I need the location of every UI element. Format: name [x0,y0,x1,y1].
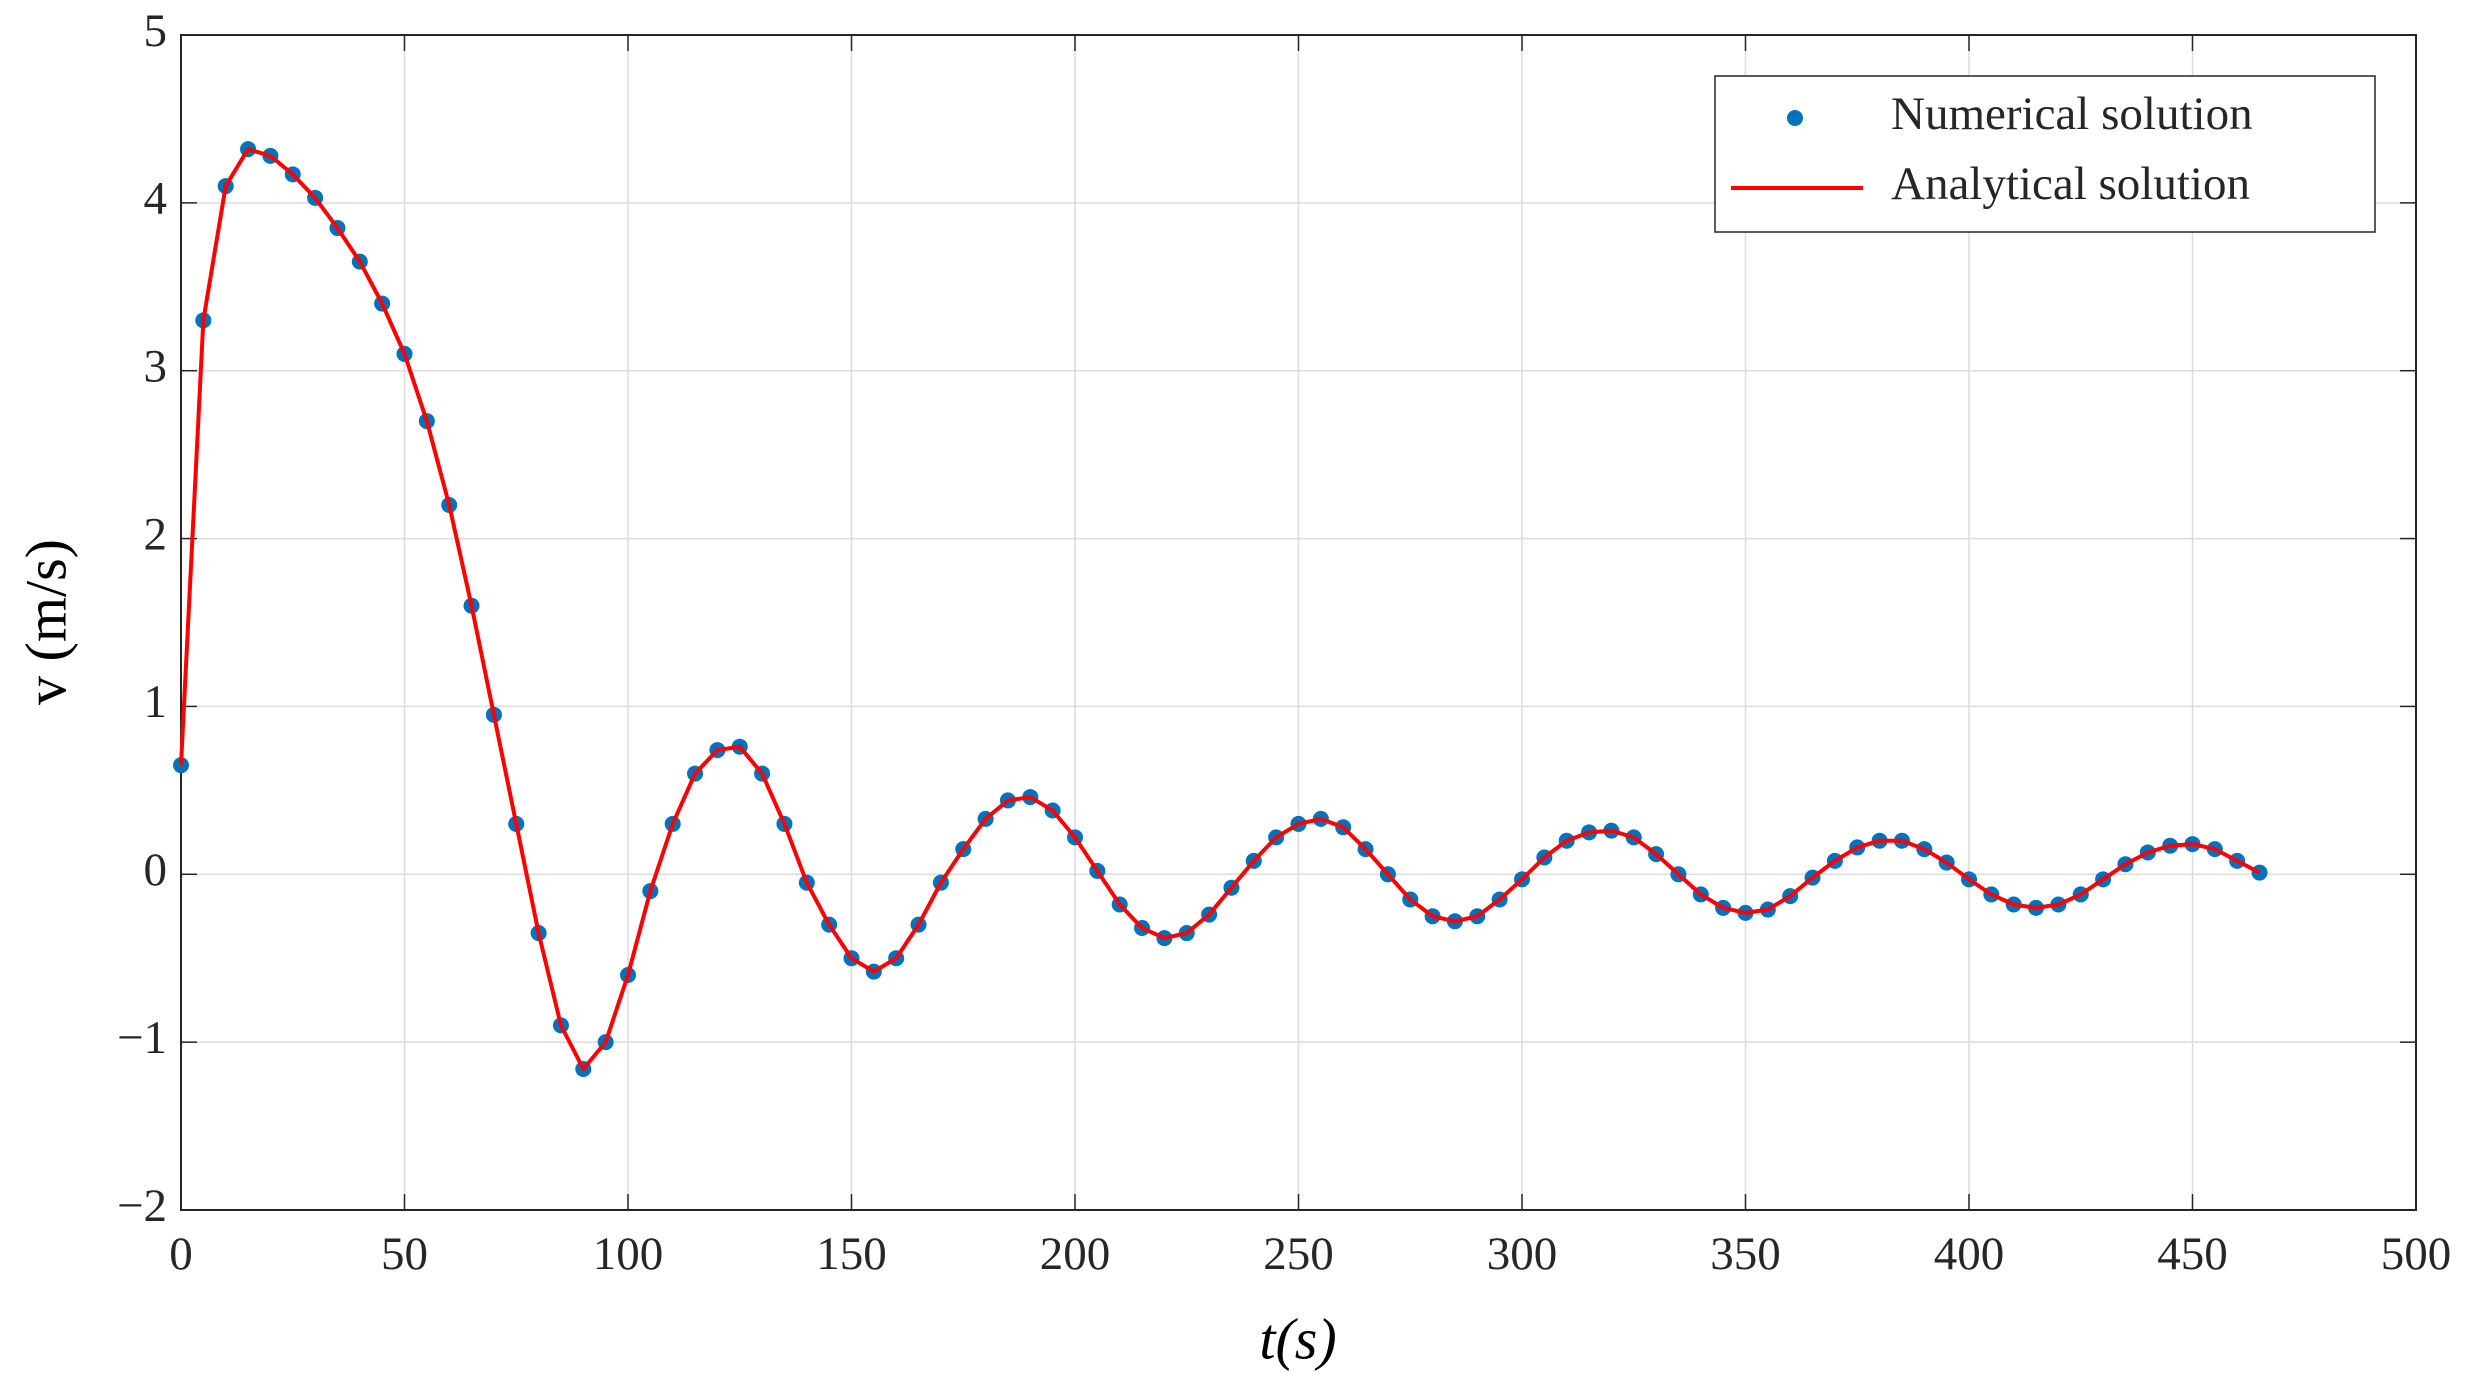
x-tick-label: 200 [1040,1228,1111,1280]
data-line [179,147,2261,1071]
legend-label: Analytical solution [1891,158,2250,210]
y-tick-label: −1 [117,1012,167,1064]
x-tick-label: 350 [1710,1228,1781,1280]
y-tick-label: 2 [144,508,168,560]
x-tick-label: 400 [1934,1228,2005,1280]
legend-label: Numerical solution [1891,88,2253,140]
y-tick-label: 5 [144,5,168,57]
x-tick-label: 50 [381,1228,428,1280]
y-axis-label: v (m/s) [13,539,78,705]
y-tick-label: 0 [144,844,168,896]
x-tick-label: 0 [169,1228,193,1280]
x-tick-label: 150 [816,1228,887,1280]
y-tick-label: −2 [117,1180,167,1232]
y-tick-label: 3 [144,340,168,392]
plot-frame [180,34,2417,1211]
x-tick-label: 450 [2157,1228,2228,1280]
x-tick-label: 300 [1487,1228,1558,1280]
x-tick-label: 250 [1263,1228,1334,1280]
x-tick-label: 100 [593,1228,664,1280]
legend-marker [1787,110,1803,126]
y-tick-label: 1 [144,676,168,728]
x-tick-label: 500 [2381,1228,2452,1280]
y-tick-label: 4 [144,173,168,225]
x-axis-label: t(s) [1259,1306,1336,1371]
legend-box [1714,75,2376,233]
